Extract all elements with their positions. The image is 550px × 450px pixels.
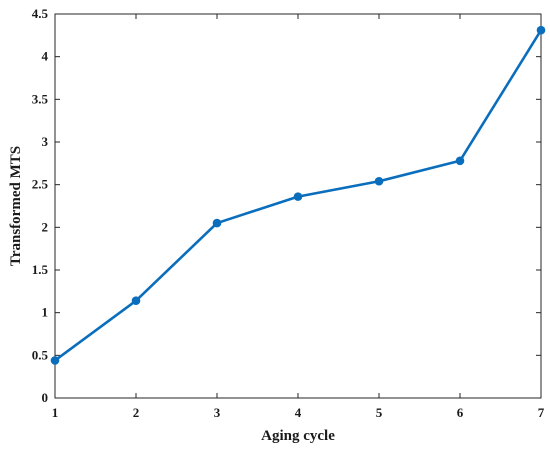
- x-tick-label: 5: [376, 405, 383, 420]
- x-axis-title: Aging cycle: [261, 428, 335, 444]
- plot-frame: [54, 13, 542, 399]
- y-tick-label: 3.5: [32, 91, 49, 106]
- y-tick-label: 2: [42, 219, 49, 234]
- data-point: [455, 156, 465, 166]
- data-point: [50, 356, 60, 365]
- y-axis-title: Transformed MTS: [8, 146, 24, 266]
- y-tick-label: 0.5: [32, 347, 49, 362]
- y-tick-label: 2.5: [32, 177, 49, 192]
- x-tick-label: 2: [133, 405, 140, 420]
- x-tick-label: 7: [538, 405, 545, 420]
- y-tick-label: 1: [42, 305, 49, 320]
- y-tick-label: 0: [42, 390, 49, 405]
- x-tick-label: 6: [457, 405, 464, 420]
- data-point: [212, 218, 222, 228]
- y-tick-label: 4: [42, 49, 49, 64]
- data-point: [374, 176, 384, 186]
- y-tick-label: 3: [42, 134, 49, 149]
- x-tick-label: 4: [295, 405, 302, 420]
- x-tick-label: 3: [214, 405, 221, 420]
- y-tick-label: 1.5: [32, 262, 49, 277]
- y-tick-label: 4.5: [32, 6, 49, 21]
- x-tick-label: 1: [52, 405, 59, 420]
- data-point: [131, 296, 141, 306]
- x-axis-ticks: 1 2 3 4 5 6 7: [52, 14, 545, 420]
- series-layer: [50, 25, 546, 365]
- y-axis-ticks: 0 0.5 1 1.5 2 2.5 3 3.5 4 4.5: [32, 6, 541, 405]
- data-point: [536, 25, 546, 35]
- data-point: [293, 192, 303, 201]
